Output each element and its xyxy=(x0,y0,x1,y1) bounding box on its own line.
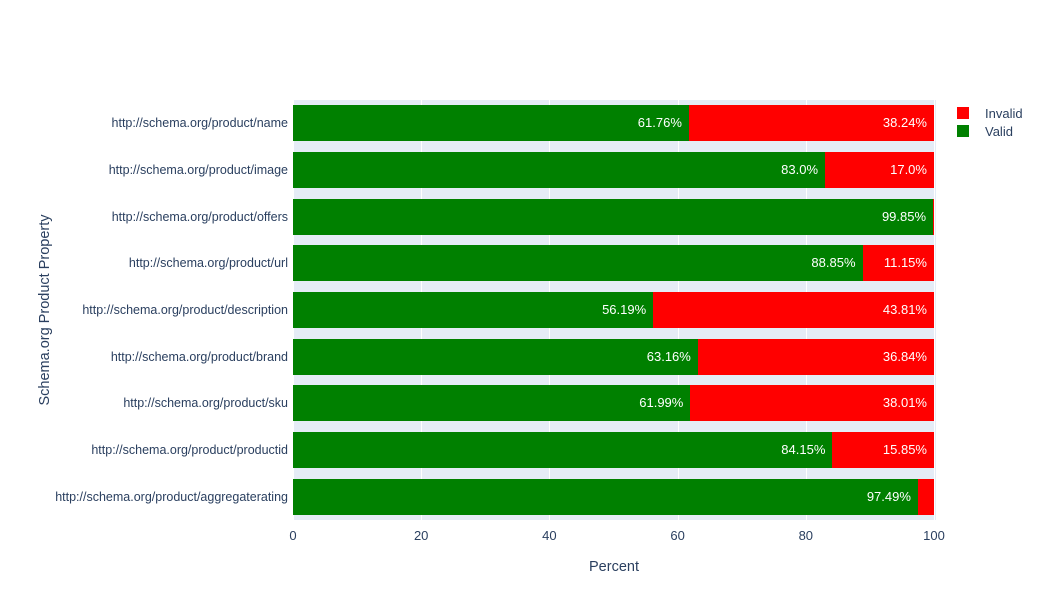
valid-value-label: 63.16% xyxy=(646,348,691,364)
invalid-value-label: 36.84% xyxy=(882,348,927,364)
x-tick-label: 100 xyxy=(923,528,945,543)
invalid-bar-segment[interactable]: 11.15% xyxy=(862,245,934,282)
stacked-bar: 56.19% 43.81% xyxy=(293,292,934,329)
valid-value-label: 61.99% xyxy=(639,395,684,411)
legend-label: Valid xyxy=(985,123,1013,139)
gridline xyxy=(934,100,935,520)
legend-item-valid[interactable]: Valid xyxy=(957,122,1023,140)
valid-value-label: 61.76% xyxy=(637,115,682,131)
invalid-value-label: 38.01% xyxy=(882,395,927,411)
valid-value-label: 56.19% xyxy=(602,302,647,318)
x-tick-label: 80 xyxy=(798,528,814,543)
category-label: http://schema.org/product/image xyxy=(108,163,288,177)
bar-row: 63.16% 36.84% xyxy=(293,333,934,380)
invalid-bar-segment[interactable]: 36.84% xyxy=(697,338,934,375)
category-label: http://schema.org/product/brand xyxy=(110,349,288,364)
category-label: http://schema.org/product/name xyxy=(111,116,288,131)
valid-bar-segment[interactable]: 63.16% xyxy=(293,338,698,375)
category-label: http://schema.org/product/productid xyxy=(91,443,288,458)
valid-value-label: 83.0% xyxy=(781,162,819,177)
valid-value-label: 97.49% xyxy=(866,488,911,504)
x-tick-label: 40 xyxy=(542,528,557,543)
valid-swatch-icon xyxy=(957,125,969,137)
stacked-bar: 61.76% 38.24% xyxy=(293,105,934,142)
category-label: http://schema.org/product/sku xyxy=(123,396,288,411)
valid-bar-segment[interactable]: 88.85% xyxy=(293,245,863,282)
stacked-bar: 63.16% 36.84% xyxy=(293,338,934,375)
bar-row: 56.19% 43.81% xyxy=(293,287,934,334)
invalid-swatch-icon xyxy=(957,107,969,119)
invalid-value-label: 11.15% xyxy=(883,255,927,271)
invalid-bar-segment[interactable] xyxy=(933,198,934,235)
stacked-bar: 97.49% xyxy=(293,478,934,515)
valid-value-label: 99.85% xyxy=(881,208,927,224)
legend-item-invalid[interactable]: Invalid xyxy=(957,104,1023,122)
bar-row: 61.99% 38.01% xyxy=(293,380,934,427)
bar-row: 61.76% 38.24% xyxy=(293,100,934,147)
invalid-bar-segment[interactable]: 17.0% xyxy=(825,152,934,188)
stacked-bar: 88.85% 11.15% xyxy=(293,245,934,282)
stacked-bar: 61.99% 38.01% xyxy=(293,385,934,422)
x-tick-labels: 0 20 40 60 80 100 xyxy=(289,528,944,544)
invalid-bar-segment[interactable]: 43.81% xyxy=(653,292,934,329)
bar-row: 84.15% 15.85% xyxy=(293,427,934,474)
x-axis-title: Percent xyxy=(589,559,639,575)
invalid-value-label: 15.85% xyxy=(882,442,927,458)
invalid-bar-segment[interactable]: 38.01% xyxy=(690,385,934,422)
stacked-bar: 84.15% 15.85% xyxy=(293,432,934,469)
invalid-value-label: 17.0% xyxy=(890,162,927,177)
bar-row: 97.49% xyxy=(293,473,934,520)
x-tick-label: 20 xyxy=(413,528,429,543)
valid-value-label: 88.85% xyxy=(811,255,856,271)
category-label: http://schema.org/product/aggregateratin… xyxy=(55,489,288,504)
valid-bar-segment[interactable]: 61.76% xyxy=(293,105,689,142)
valid-bar-segment[interactable]: 56.19% xyxy=(293,292,654,329)
category-label: http://schema.org/product/offers xyxy=(111,209,288,224)
valid-bar-segment[interactable]: 84.15% xyxy=(293,432,833,469)
x-tick-label: 0 xyxy=(289,528,297,543)
bar-row: 99.85% xyxy=(293,193,934,240)
category-label: http://schema.org/product/description xyxy=(82,303,288,318)
legend: Invalid Valid xyxy=(957,104,1023,140)
valid-bar-segment[interactable]: 97.49% xyxy=(293,478,918,515)
x-tick-label: 60 xyxy=(670,528,685,543)
stacked-bar: 83.0% 17.0% xyxy=(293,152,934,188)
valid-bar-segment[interactable]: 83.0% xyxy=(293,152,826,188)
legend-label: Invalid xyxy=(985,105,1023,121)
valid-value-label: 84.15% xyxy=(781,442,826,458)
bar-rows: 61.76% 38.24% 83.0% 17.0% 99.85% 88.85% 11.15%… xyxy=(293,100,934,520)
invalid-bar-segment[interactable] xyxy=(917,478,934,515)
invalid-bar-segment[interactable]: 15.85% xyxy=(832,432,934,469)
stacked-bar: 99.85% xyxy=(293,198,934,235)
bar-row: 88.85% 11.15% xyxy=(293,240,934,287)
bar-row: 83.0% 17.0% xyxy=(293,147,934,194)
invalid-value-label: 38.24% xyxy=(882,115,927,131)
invalid-bar-segment[interactable]: 38.24% xyxy=(688,105,934,142)
category-labels: http://schema.org/product/name http://sch… xyxy=(0,100,288,520)
valid-bar-segment[interactable]: 61.99% xyxy=(293,385,691,422)
invalid-value-label: 43.81% xyxy=(882,302,927,318)
category-label: http://schema.org/product/url xyxy=(128,256,288,271)
valid-bar-segment[interactable]: 99.85% xyxy=(293,198,934,235)
plot-area: 61.76% 38.24% 83.0% 17.0% 99.85% 88.85% 11.15%… xyxy=(293,100,936,520)
